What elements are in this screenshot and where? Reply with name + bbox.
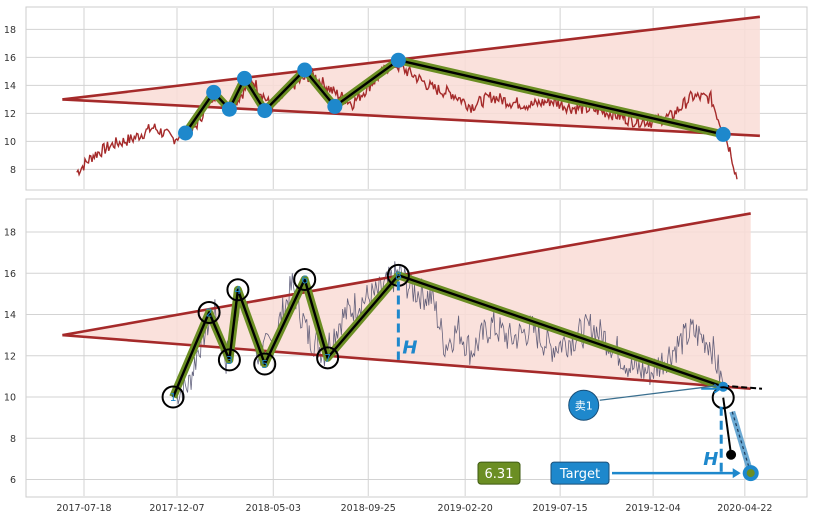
bottom-lower-trendline-extension — [723, 384, 763, 390]
x-tick-label: 2019-07-15 — [533, 503, 588, 514]
top-content — [62, 15, 761, 180]
x-tick-label: 2017-07-18 — [56, 503, 111, 514]
bottom-ytick-label: 14 — [4, 310, 16, 321]
bottom-target-marker-core — [746, 469, 755, 478]
bottom-sell-connector — [599, 385, 718, 401]
bottom-breakout-circle — [711, 386, 735, 410]
top-pivot-marker — [178, 125, 194, 141]
bottom-projection-drop — [722, 397, 733, 455]
bottom-pivot-label-circle — [197, 300, 221, 324]
top-pivot-marker — [236, 70, 252, 86]
x-tick-label: 2018-05-03 — [246, 503, 301, 514]
bottom-pivot-label-circle — [226, 278, 250, 302]
bottom-pivot-label: 8 — [395, 269, 402, 282]
bottom-ytick-label: 6 — [10, 475, 16, 486]
top-upper-trendline — [62, 15, 761, 101]
bottom-projection-point — [726, 449, 737, 460]
top-pivot-marker — [715, 126, 731, 142]
bottom-price-line — [175, 261, 724, 405]
top-ytick-label: 8 — [10, 165, 16, 176]
top-pivot-marker — [327, 98, 343, 114]
bottom-y-ticks: 6 8 10 12 14 16 18 — [4, 228, 16, 487]
bottom-content: 1 2 3 4 5 6 7 8 H H 卖1 Target 6.31 — [62, 212, 763, 485]
bottom-target-height-label: H — [703, 449, 718, 470]
bottom-pivot-label-circle — [293, 267, 317, 291]
bottom-zigzag-line — [171, 274, 724, 398]
x-tick-label: 2018-09-25 — [341, 503, 396, 514]
top-panel: 8 10 12 14 16 18 — [4, 6, 808, 191]
x-tick-label: 2020-04-22 — [717, 503, 772, 514]
bottom-sell-label: 卖1 — [575, 399, 593, 412]
top-pivot-marker — [257, 103, 273, 119]
bottom-target-arrowhead — [732, 468, 741, 479]
bottom-projection-target-dash — [731, 411, 752, 474]
bottom-sell-marker — [568, 389, 600, 421]
bottom-pivot-label: 6 — [301, 273, 308, 286]
bottom-pivot-label: 2 — [206, 306, 213, 319]
bottom-pivot-label: 1 — [170, 391, 177, 404]
x-tick-label: 2019-12-04 — [626, 503, 681, 514]
top-ytick-label: 12 — [4, 109, 16, 120]
bottom-ytick-label: 12 — [4, 351, 16, 362]
bottom-target-box — [550, 461, 610, 485]
bottom-pivot-label: 3 — [226, 354, 233, 367]
bottom-ytick-label: 8 — [10, 434, 16, 445]
top-ytick-label: 10 — [4, 137, 16, 148]
bottom-pivot-label-circle — [161, 385, 185, 409]
top-pivot-marker — [297, 62, 313, 78]
top-pivot-marker — [390, 52, 406, 68]
top-y-ticks: 8 10 12 14 16 18 — [4, 25, 16, 176]
bottom-pivot-label-circle — [253, 352, 277, 376]
top-pivot-marker — [221, 101, 237, 117]
top-ytick-label: 18 — [4, 25, 16, 36]
top-ytick-label: 16 — [4, 53, 16, 64]
bottom-pivot-label: 7 — [324, 352, 331, 365]
top-ytick-label: 14 — [4, 81, 16, 92]
bottom-pivot-label-circle — [217, 348, 241, 372]
bottom-pivot-label-circle — [316, 346, 340, 370]
bottom-target-label: Target — [559, 467, 600, 482]
bottom-ytick-label: 18 — [4, 228, 16, 239]
bottom-lower-trendline — [62, 333, 751, 391]
top-lower-trendline — [62, 98, 760, 138]
bottom-target-value-box — [477, 461, 521, 485]
bottom-pivot-label: 5 — [261, 358, 268, 371]
bottom-target-value: 6.31 — [485, 467, 514, 482]
bottom-pattern-height-label: H — [402, 338, 417, 359]
bottom-ytick-label: 10 — [4, 393, 16, 404]
bottom-pivot-label: 4 — [234, 284, 241, 297]
x-tick-label: 2017-12-07 — [149, 503, 204, 514]
top-pivot-marker — [206, 84, 222, 100]
bottom-ytick-label: 16 — [4, 269, 16, 280]
x-tick-label: 2019-02-20 — [438, 503, 493, 514]
x-ticks: 2017-07-18 2017-12-07 2018-05-03 2018-09-25… — [56, 503, 772, 514]
